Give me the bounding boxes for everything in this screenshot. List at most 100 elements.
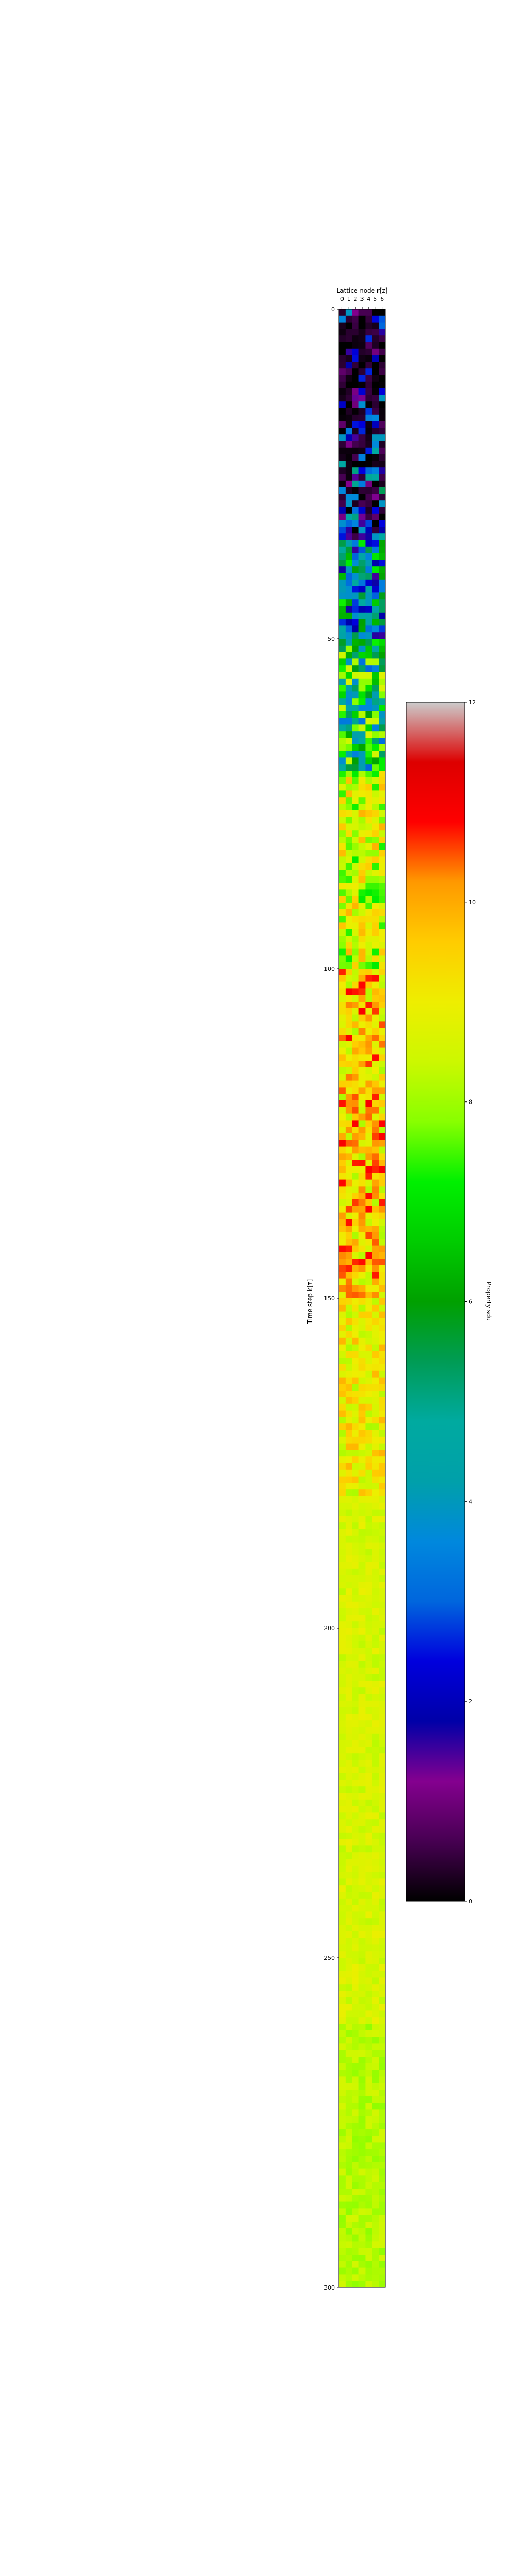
heatmap-cell (352, 2050, 359, 2057)
heatmap-cell (358, 1667, 366, 1674)
heatmap-cell (352, 625, 359, 633)
heatmap-cell (379, 1351, 386, 1358)
heatmap-cell (365, 1325, 372, 1332)
heatmap-cell (339, 2222, 346, 2229)
heatmap-cell (365, 421, 372, 428)
heatmap-cell (345, 2076, 353, 2083)
heatmap-cell (365, 1226, 372, 1233)
heatmap-cell (372, 1179, 379, 1187)
heatmap-cell (372, 1469, 379, 1477)
heatmap-cell (339, 355, 346, 362)
heatmap-cell (345, 2189, 353, 2196)
heatmap-cell (372, 1325, 379, 1332)
heatmap-cell (345, 2057, 353, 2064)
heatmap-cell (345, 1436, 353, 1444)
heatmap-cell (379, 1832, 386, 1839)
heatmap-cell (358, 823, 366, 831)
heatmap-cell (379, 823, 386, 831)
heatmap-cell (345, 1608, 353, 1615)
heatmap-cell (379, 955, 386, 962)
heatmap-cell (345, 2241, 353, 2248)
heatmap-cell (345, 1463, 353, 1470)
heatmap-cell (365, 1206, 372, 1213)
heatmap-cell (379, 916, 386, 923)
heatmap-cell (352, 1601, 359, 1608)
heatmap-cell (379, 1694, 386, 1701)
heatmap-cell (379, 665, 386, 672)
heatmap-cell (345, 480, 353, 487)
heatmap-cell (339, 1964, 346, 1971)
heatmap-cell (358, 1674, 366, 1681)
heatmap-cell (339, 2070, 346, 2077)
heatmap-cell (372, 1502, 379, 1510)
heatmap-cell (352, 1410, 359, 1417)
heatmap-cell (372, 1806, 379, 1813)
heatmap-cell (365, 922, 372, 929)
heatmap-cell (352, 1799, 359, 1806)
heatmap-cell (358, 896, 366, 903)
heatmap-cell (372, 2136, 379, 2143)
heatmap-cell (365, 837, 372, 844)
heatmap-cell (352, 909, 359, 916)
heatmap-cell (345, 1997, 353, 2004)
heatmap-cell (365, 1364, 372, 1371)
heatmap-cell (339, 876, 346, 883)
heatmap-cell (345, 1714, 353, 1721)
heatmap-cell (358, 1905, 366, 1912)
heatmap-cell (379, 1179, 386, 1187)
heatmap-cell (352, 1707, 359, 1714)
heatmap-cell (358, 1041, 366, 1048)
heatmap-cell (379, 1107, 386, 1114)
heatmap-cell (339, 698, 346, 705)
heatmap-cell (339, 1035, 346, 1042)
heatmap-cell (372, 1839, 379, 1846)
heatmap-cell (352, 408, 359, 415)
heatmap-cell (372, 1780, 379, 1787)
heatmap-cell (352, 454, 359, 461)
heatmap-cell (379, 1984, 386, 1991)
heatmap-cell (379, 1186, 386, 1193)
heatmap-cell (352, 1377, 359, 1384)
heatmap-cell (345, 942, 353, 949)
heatmap-cell (365, 1799, 372, 1806)
heatmap-cell (352, 1456, 359, 1464)
heatmap-cell (339, 599, 346, 606)
heatmap-cell (339, 2129, 346, 2136)
heatmap-cell (358, 1694, 366, 1701)
heatmap-cell (379, 2189, 386, 2196)
heatmap-cell (372, 1535, 379, 1543)
heatmap-cell (358, 731, 366, 738)
heatmap-cell (358, 771, 366, 778)
heatmap-cell (372, 2050, 379, 2057)
heatmap-cell (379, 1634, 386, 1641)
heatmap-cell (379, 573, 386, 580)
heatmap-cell (379, 1502, 386, 1510)
heatmap-cell (365, 2281, 372, 2288)
heatmap-cell (365, 2083, 372, 2090)
heatmap-cell (358, 1219, 366, 1226)
heatmap-cell (339, 2136, 346, 2143)
heatmap-cell (345, 1753, 353, 1760)
heatmap-cell (365, 1252, 372, 1259)
heatmap-cell (358, 395, 366, 402)
heatmap-cell (358, 1555, 366, 1563)
heatmap-cell (358, 1430, 366, 1437)
heatmap-cell (345, 1186, 353, 1193)
heatmap-cell (345, 1694, 353, 1701)
heatmap-cell (339, 1832, 346, 1839)
heatmap-cell (372, 467, 379, 474)
heatmap-cell (372, 1133, 379, 1141)
heatmap-cell (365, 560, 372, 567)
heatmap-cell (358, 573, 366, 580)
heatmap-cell (358, 1648, 366, 1655)
heatmap-cell (379, 447, 386, 454)
heatmap-cell (339, 1681, 346, 1688)
heatmap-cell (358, 975, 366, 982)
heatmap-cell (339, 724, 346, 732)
heatmap-cell (365, 863, 372, 870)
heatmap-cell (352, 1608, 359, 1615)
heatmap-cell (352, 1127, 359, 1134)
heatmap-cell (339, 1127, 346, 1134)
heatmap-cell (379, 2168, 386, 2176)
heatmap-cell (365, 1337, 372, 1345)
